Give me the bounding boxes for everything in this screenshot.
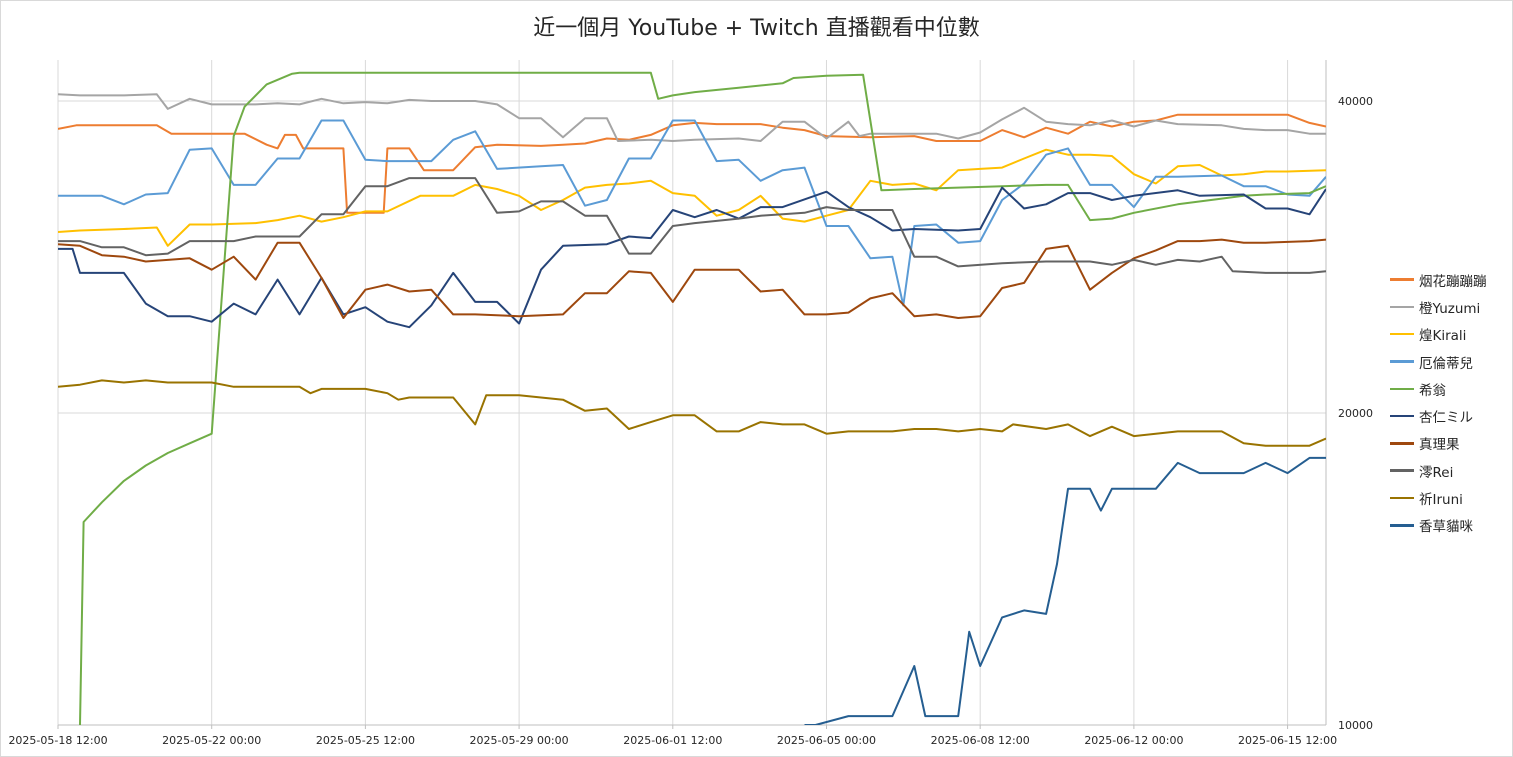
legend-swatch: [1390, 469, 1414, 472]
legend-swatch: [1390, 278, 1414, 281]
series-line-10: [804, 456, 1326, 725]
series-line-8: [58, 177, 1326, 274]
x-tick-label: 2025-06-05 00:00: [777, 734, 876, 747]
legend-label: 橙Yuzumi: [1419, 300, 1481, 317]
legend-label: 祈Iruni: [1419, 492, 1463, 509]
legend-item: 煌Kirali: [1390, 321, 1510, 348]
y-tick-label: 20000: [1338, 407, 1373, 420]
legend-swatch: [1390, 442, 1414, 445]
legend-item: 杏仁ミル: [1390, 402, 1510, 429]
series-layer: [58, 71, 1326, 725]
series-line-2: [58, 93, 1326, 142]
x-tick-label: 2025-05-22 00:00: [162, 734, 261, 747]
legend: 烟花蹦蹦蹦橙Yuzumi 煌Kirali 厄倫蒂兒希翁杏仁ミル真理果澪Rei 祈Iru…: [1390, 266, 1510, 539]
series-line-7: [58, 238, 1326, 319]
legend-swatch: [1390, 332, 1414, 336]
legend-item: 烟花蹦蹦蹦: [1390, 266, 1510, 293]
series-line-3: [58, 148, 1326, 247]
legend-swatch: [1390, 305, 1414, 309]
x-tick-label: 2025-05-25 12:00: [316, 734, 415, 747]
legend-item: 橙Yuzumi: [1390, 293, 1510, 320]
chart-title: 近一個月 YouTube + Twitch 直播觀看中位數: [533, 16, 980, 41]
series-line-4: [58, 119, 1326, 307]
x-tick-label: 2025-06-12 00:00: [1084, 734, 1183, 747]
x-tick-label: 2025-05-18 12:00: [8, 734, 107, 747]
legend-label: 真理果: [1419, 437, 1460, 454]
legend-item: 澪Rei: [1390, 457, 1510, 484]
series-line-5: [79, 71, 1326, 725]
legend-label: 澪Rei: [1419, 464, 1454, 481]
series-line-9: [58, 379, 1326, 447]
tick-layer: 2025-05-18 12:00 2025-05-22 00:00 2025-05-…: [8, 95, 1373, 747]
x-tick-label: 2025-05-29 00:00: [470, 734, 569, 747]
y-tick-label: 40000: [1338, 95, 1373, 108]
legend-label: 烟花蹦蹦蹦: [1419, 273, 1487, 290]
legend-label: 厄倫蒂兒: [1419, 355, 1473, 372]
series-line-6: [58, 186, 1326, 329]
y-tick-label: 10000: [1338, 719, 1373, 732]
axis-layer: [57, 60, 1327, 729]
x-tick-label: 2025-06-01 12:00: [623, 734, 722, 747]
legend-item: 希翁: [1390, 375, 1510, 402]
legend-label: 煌Kirali: [1419, 328, 1467, 345]
legend-label: 希翁: [1419, 382, 1446, 399]
legend-label: 香草貓咪: [1419, 519, 1473, 536]
legend-swatch: [1390, 414, 1414, 418]
legend-item: 厄倫蒂兒: [1390, 348, 1510, 375]
legend-label: 杏仁ミル: [1419, 410, 1473, 427]
x-tick-label: 2025-06-15 12:00: [1238, 734, 1337, 747]
legend-swatch: [1390, 524, 1414, 527]
legend-swatch: [1390, 387, 1414, 391]
series-line-1: [58, 113, 1326, 214]
legend-item: 真理果: [1390, 430, 1510, 457]
grid-layer: [57, 60, 1326, 725]
legend-swatch: [1390, 360, 1414, 363]
legend-item: 香草貓咪: [1390, 512, 1510, 539]
legend-swatch: [1390, 496, 1414, 500]
legend-item: 祈Iruni: [1390, 484, 1510, 511]
x-tick-label: 2025-06-08 12:00: [931, 734, 1030, 747]
